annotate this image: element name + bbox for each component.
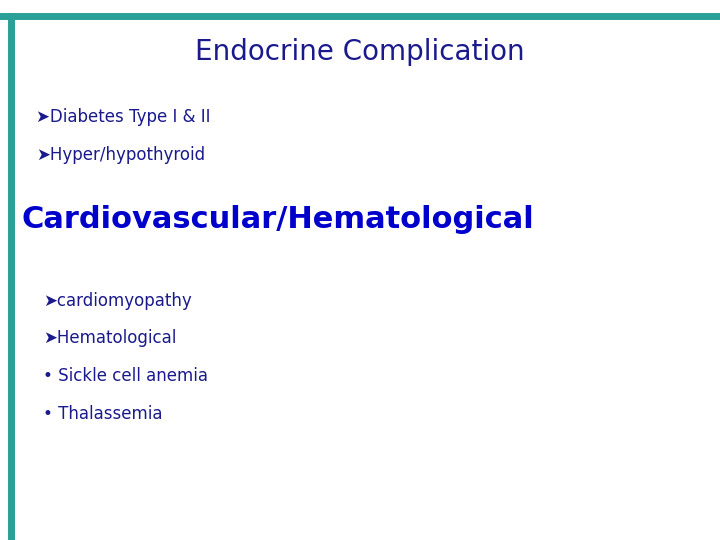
Text: ➤Hematological: ➤Hematological: [43, 329, 176, 347]
Text: ➤Diabetes Type I & II: ➤Diabetes Type I & II: [36, 108, 210, 126]
Text: • Sickle cell anemia: • Sickle cell anemia: [43, 367, 208, 385]
Text: Endocrine Complication: Endocrine Complication: [195, 38, 525, 66]
Text: Cardiovascular/Hematological: Cardiovascular/Hematological: [22, 205, 534, 234]
Text: ➤cardiomyopathy: ➤cardiomyopathy: [43, 292, 192, 309]
Text: ➤Hyper/hypothyroid: ➤Hyper/hypothyroid: [36, 146, 205, 164]
Text: • Thalassemia: • Thalassemia: [43, 405, 163, 423]
